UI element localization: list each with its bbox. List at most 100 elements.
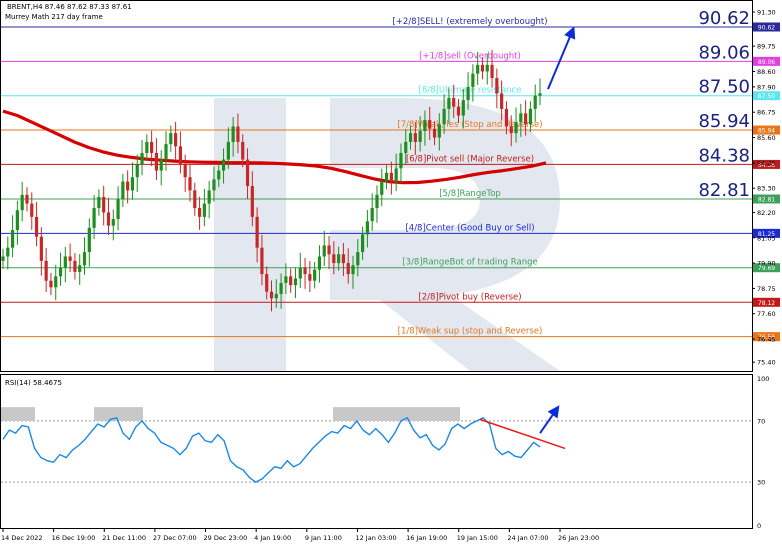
candle-body <box>260 247 264 275</box>
candle-body <box>485 64 489 72</box>
candle-body <box>384 172 389 182</box>
candle-body <box>217 170 221 180</box>
candle-body <box>265 274 269 292</box>
candle-body <box>528 108 533 125</box>
candle-body <box>269 291 274 299</box>
candle-body <box>236 126 240 142</box>
rsi-overbought-zone <box>333 407 460 421</box>
time-tick-label: 14 Dec 2022 <box>1 534 43 542</box>
symbol-header: BRENT,H4 87.46 87.62 87.33 87.61 <box>7 3 132 11</box>
level-price-tag <box>753 297 780 307</box>
candle-body <box>360 234 365 253</box>
candle-body <box>504 108 509 127</box>
indicator-name: Murrey Math 217 day frame <box>5 13 103 21</box>
level-label: [4/8]Center (Good Buy or Sell) <box>405 223 534 233</box>
candle-body <box>130 177 135 191</box>
candle-body <box>164 144 168 160</box>
candle-body <box>202 203 206 217</box>
candle-body <box>106 212 111 226</box>
level-label: [5/8]RangeTop <box>439 189 501 199</box>
level-label: [+1/8]sell (Overbought) <box>419 51 521 61</box>
candle-body <box>154 152 159 171</box>
rsi-overbought-zone <box>94 407 143 421</box>
ma-line <box>2 109 547 185</box>
rsi-title: RSI(14) 58.4675 <box>5 379 62 387</box>
level-price-tag <box>753 22 780 32</box>
candle-body <box>375 194 379 209</box>
candles <box>1 50 542 312</box>
candle-body <box>274 293 278 299</box>
watermark-stem <box>214 98 286 371</box>
candle-body <box>87 227 91 253</box>
murrey-levels: [+2/8]SELL! (extremely overbought) 90.62 [… <box>1 17 780 342</box>
candle-body <box>313 269 317 281</box>
candle-body <box>15 210 19 231</box>
candle-body <box>461 100 465 116</box>
candle-body <box>456 106 461 116</box>
level-label: [+2/8]SELL! (extremely overbought) <box>392 17 547 27</box>
candle-body <box>394 168 398 182</box>
level-price-tag <box>753 263 780 273</box>
candle-body <box>68 256 72 261</box>
candle-body <box>231 126 235 142</box>
moving-average <box>2 109 547 185</box>
candle-body <box>197 208 202 217</box>
level-big-label: 87.50 <box>698 77 750 98</box>
candle-body <box>442 108 446 125</box>
level-price-tag-text: 81.25 <box>758 231 775 238</box>
candle-body <box>54 276 58 288</box>
candle-body <box>116 199 120 220</box>
candle-body <box>97 197 101 209</box>
candle-body <box>30 203 34 217</box>
rsi-panel-frame <box>0 374 753 529</box>
candle-body <box>432 128 437 138</box>
candle-body <box>140 152 144 164</box>
candle-body <box>447 97 451 109</box>
price-tick-label: 78.75 <box>757 285 776 293</box>
candle-body <box>150 141 154 153</box>
candle-body <box>44 260 48 281</box>
rsi-tick-label: 70 <box>757 417 765 425</box>
candle-body <box>298 267 302 279</box>
level-price-tag <box>753 194 780 204</box>
price-tick-label: 89.75 <box>757 43 776 51</box>
candle-body <box>145 141 149 153</box>
candle-body <box>380 181 384 195</box>
candle-body <box>308 274 312 281</box>
time-tick-label: 29 Dec 23:00 <box>204 534 248 542</box>
candle-body <box>495 78 499 94</box>
candle-body <box>346 263 350 275</box>
candle-body <box>245 159 250 186</box>
candle-body <box>1 256 5 261</box>
candle-body <box>188 177 192 191</box>
price-panel-frame <box>0 0 753 372</box>
level-price-tag-text: 78.12 <box>758 300 775 307</box>
candle-body <box>159 159 163 171</box>
rsi-tick-label: 30 <box>757 479 765 487</box>
rsi-forecast-arrow <box>539 405 560 434</box>
time-tick-label: 16 Jan 19:00 <box>406 534 447 542</box>
level-label: [8/8]Ultimate resistance <box>419 86 522 96</box>
level-big-label: 85.94 <box>698 111 750 132</box>
time-axis: 14 Dec 2022 16 Dec 19:00 21 Dec 11:00 27 De… <box>1 528 599 542</box>
candle-body <box>121 181 125 200</box>
level-price-tag-text: 85.94 <box>758 128 775 135</box>
candle-body <box>111 219 115 226</box>
candle-body <box>533 95 537 109</box>
candle-body <box>226 141 230 160</box>
candle-body <box>389 172 393 182</box>
price-tick-label: 75.40 <box>757 359 776 367</box>
rsi-trendline <box>479 418 566 450</box>
level-price-tag-text: 90.62 <box>758 24 775 31</box>
candle-body <box>289 276 293 286</box>
candle-body <box>73 260 77 272</box>
level-big-label: 82.81 <box>698 180 750 201</box>
candle-body <box>437 124 441 138</box>
watermark-bowl <box>286 98 560 371</box>
time-tick-label: 27 Dec 07:00 <box>153 534 197 542</box>
candle-body <box>183 163 187 178</box>
candle-body <box>365 221 369 235</box>
time-tick-label: 4 Jan 19:00 <box>254 534 291 542</box>
candle-body <box>221 159 226 171</box>
